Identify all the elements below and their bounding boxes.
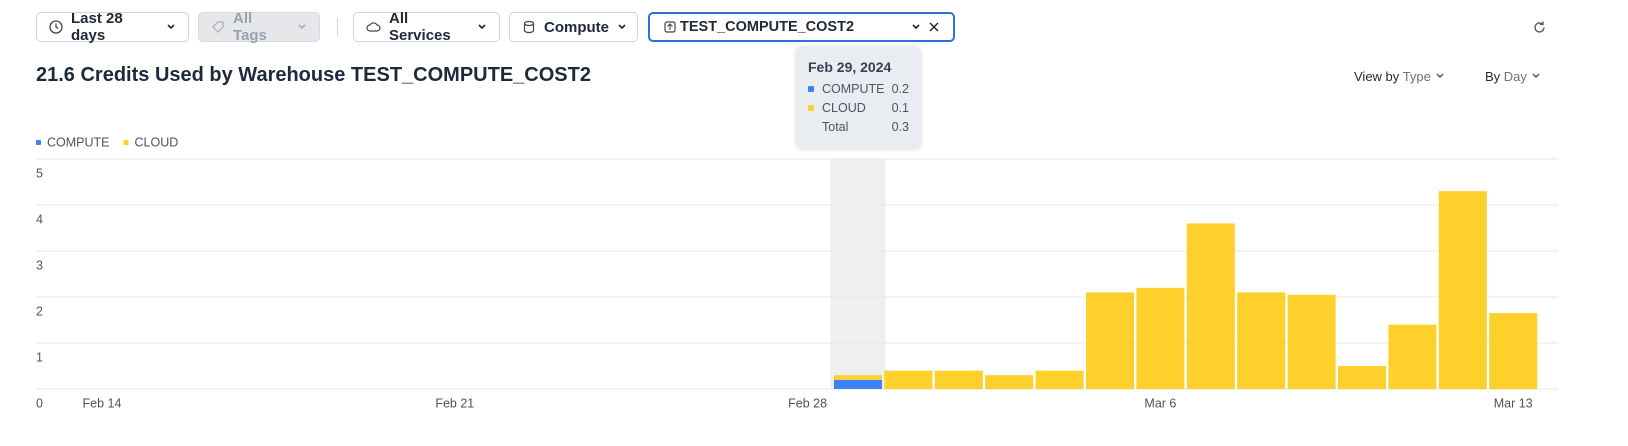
bar-segment: [1086, 292, 1134, 389]
tooltip-value: 0.1: [891, 101, 909, 115]
page-title: 21.6 Credits Used by Warehouse TEST_COMP…: [36, 64, 591, 86]
y-tick-label: 5: [36, 166, 43, 180]
type-label: Compute: [544, 18, 609, 36]
tooltip-row: Total 0.3: [822, 120, 909, 134]
type-dropdown[interactable]: Compute: [509, 12, 638, 42]
legend-swatch: [123, 140, 129, 145]
tooltip-series: CLOUD: [822, 101, 866, 115]
y-tick-label: 0: [36, 396, 43, 410]
bar-segment: [1388, 324, 1437, 389]
y-tick-label: 4: [36, 212, 43, 226]
bar-segment: [1186, 223, 1235, 389]
bar-segment: [1287, 294, 1336, 389]
bar-segment: [1237, 292, 1286, 389]
tags-label: All Tags: [233, 10, 267, 44]
range-label: Last 28 days: [71, 10, 123, 44]
warehouse-dropdown[interactable]: TEST_COMPUTE_COST2: [648, 12, 955, 42]
y-tick-label: 2: [36, 304, 43, 318]
legend-label: COMPUTE: [47, 135, 110, 149]
separator: [337, 18, 338, 36]
group-by-dropdown[interactable]: By Day: [1485, 69, 1541, 84]
bar-segment: [884, 370, 933, 389]
tags-dropdown: All Tags: [198, 10, 320, 44]
bar-segment: [1136, 287, 1185, 389]
x-tick-label: Feb 21: [435, 396, 474, 410]
legend-swatch: [36, 140, 41, 145]
range-dropdown[interactable]: Last 28 days: [36, 10, 189, 44]
bar-segment: [834, 375, 882, 380]
view-by-value: Type: [1402, 69, 1431, 84]
group-by-value: Day: [1503, 69, 1527, 84]
x-tick-label: Mar 6: [1144, 396, 1176, 410]
y-tick-label: 3: [36, 258, 43, 272]
bar-segment: [1438, 191, 1487, 389]
x-tick-label: Feb 28: [788, 396, 827, 410]
services-dropdown[interactable]: All Services: [353, 10, 500, 44]
refresh-button[interactable]: [1532, 20, 1547, 35]
legend-label: CLOUD: [135, 135, 179, 149]
hover-band: [830, 159, 886, 389]
warehouse-label: TEST_COMPUTE_COST2: [680, 19, 855, 35]
bar-segment: [1489, 313, 1538, 389]
bar-segment: [934, 370, 983, 389]
bar-segment: [1338, 366, 1386, 389]
group-by-label: By: [1485, 69, 1501, 84]
bar-segment: [834, 379, 882, 389]
x-tick-label: Mar 13: [1494, 396, 1533, 410]
tooltip-row: COMPUTE 0.2: [808, 82, 909, 96]
tooltip-dot: [808, 105, 814, 111]
tooltip-value: 0.2: [891, 82, 909, 96]
view-by-label: View by: [1354, 69, 1400, 84]
services-label: All Services: [389, 10, 451, 44]
x-tick-label: Feb 14: [83, 396, 122, 410]
tooltip-total: 0.3: [891, 120, 909, 134]
clear-button[interactable]: [925, 21, 943, 33]
tooltip-series: COMPUTE: [822, 82, 885, 96]
tooltip-dot: [808, 86, 814, 92]
tooltip: Feb 29, 2024 COMPUTE 0.2 CLOUD 0.1 Total 0.…: [796, 46, 921, 148]
tooltip-total-label: Total: [822, 120, 849, 134]
view-by-dropdown[interactable]: View by Type: [1354, 69, 1445, 84]
y-tick-label: 1: [36, 350, 43, 364]
tooltip-row: CLOUD 0.1: [808, 101, 909, 115]
tooltip-title: Feb 29, 2024: [808, 59, 892, 75]
bar-segment: [985, 375, 1034, 389]
bar-segment: [1035, 370, 1084, 389]
